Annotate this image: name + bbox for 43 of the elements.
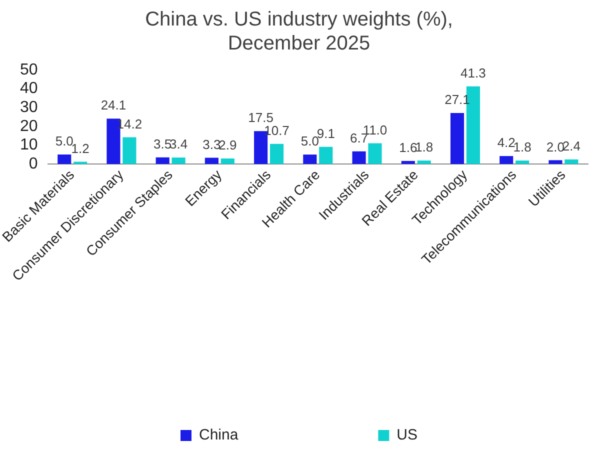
bar — [500, 156, 514, 164]
data-label: 1.8 — [415, 140, 434, 155]
data-label: 2.4 — [562, 138, 580, 154]
data-label: 17.5 — [248, 110, 274, 126]
bar — [548, 160, 562, 164]
bar — [564, 159, 578, 164]
y-tick-label: 0 — [28, 155, 38, 172]
data-label: 2.9 — [218, 138, 237, 153]
legend-label: US — [396, 426, 418, 444]
data-label: 2.0 — [546, 139, 565, 154]
bar — [368, 143, 382, 164]
data-label: 4.2 — [497, 135, 516, 150]
data-label: 5.0 — [55, 134, 74, 149]
y-tick-label: 20 — [20, 118, 38, 135]
chart-title: China vs. US industry weights (%), December 2025 — [145, 8, 453, 55]
bar — [58, 154, 72, 164]
bar — [303, 154, 317, 164]
data-label: 10.7 — [264, 122, 290, 138]
data-label: 5.0 — [300, 134, 319, 149]
bar — [270, 144, 284, 164]
bar — [204, 158, 218, 164]
data-label: 3.5 — [154, 136, 172, 152]
bar — [352, 151, 366, 164]
bar — [122, 137, 136, 164]
data-label: 1.6 — [399, 140, 418, 156]
data-label: 3.3 — [202, 136, 221, 152]
y-tick-label: 50 — [20, 61, 38, 78]
bar — [156, 157, 170, 164]
legend-label: China — [198, 426, 239, 444]
y-tick-label: 30 — [20, 98, 38, 116]
bar — [417, 160, 431, 164]
bar — [220, 158, 234, 164]
bar — [450, 113, 464, 164]
y-tick-label: 40 — [20, 80, 38, 98]
data-label: 41.3 — [460, 65, 486, 80]
data-label: 24.1 — [100, 98, 126, 113]
bar — [516, 160, 530, 164]
y-tick-label: 10 — [20, 136, 38, 154]
bar — [172, 158, 186, 164]
bar — [319, 146, 333, 164]
data-label: 3.4 — [170, 136, 188, 152]
bar — [401, 160, 415, 164]
data-label: 1.8 — [513, 140, 532, 155]
